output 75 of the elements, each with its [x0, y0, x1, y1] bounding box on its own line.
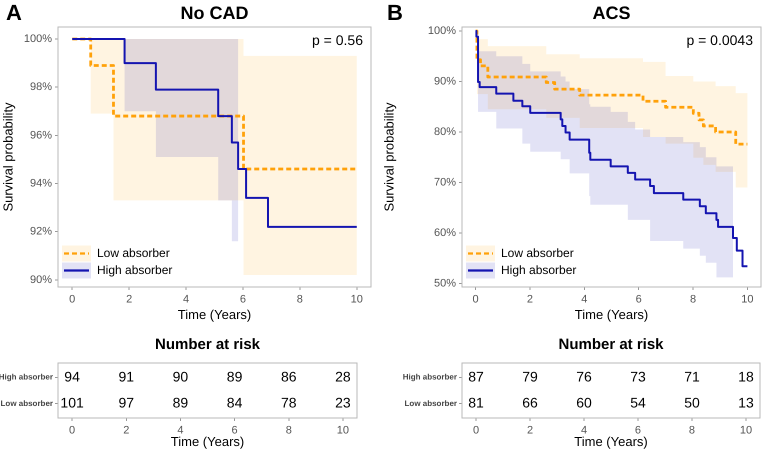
x-tick-label: 2 — [126, 294, 132, 306]
data-label: 90 — [172, 368, 188, 384]
chart-title: ACS — [592, 2, 631, 23]
x-axis-title: Time (Years) — [178, 306, 252, 322]
x-tick-label: 8 — [690, 294, 696, 306]
y-axis-title: Survival probability — [0, 102, 16, 212]
y-tick-label: 60% — [434, 227, 456, 240]
x-tick-label: 10 — [741, 294, 754, 306]
x-tick-label: 8 — [688, 424, 696, 437]
x-tick-label: 4 — [182, 294, 190, 306]
x-tick-label: 2 — [123, 424, 130, 437]
data-label: 79 — [522, 368, 538, 384]
annotation: p = 0.56 — [312, 32, 364, 48]
chart-title: Number at risk — [558, 336, 664, 354]
data-label: 18 — [738, 368, 754, 384]
data-label: 54 — [630, 394, 646, 410]
y-tick-label: 94% — [30, 178, 52, 190]
data-label: 89 — [226, 368, 243, 384]
x-tick-label: 0 — [69, 294, 76, 306]
data-label: 97 — [118, 394, 134, 410]
y-tick-label: Low absorber — [404, 398, 457, 408]
x-tick-label: 8 — [286, 424, 292, 437]
y-tick-label: 100% — [24, 33, 52, 46]
data-label: 13 — [738, 394, 754, 410]
x-tick-label: 8 — [296, 294, 303, 306]
data-label: 87 — [468, 368, 484, 384]
x-tick-label: 2 — [526, 294, 534, 306]
x-tick-label: 0 — [69, 424, 76, 437]
y-tick-label: High absorber — [402, 372, 457, 382]
legend-label: Low absorber — [501, 246, 574, 260]
data-label: 94 — [64, 368, 80, 384]
y-tick-label: 90% — [30, 274, 52, 286]
y-tick-label: 80% — [434, 126, 456, 138]
y-tick-label: 92% — [30, 226, 52, 238]
y-tick-label: 70% — [434, 176, 456, 189]
y-tick-label: 100% — [428, 25, 456, 38]
y-tick-label: 96% — [30, 129, 52, 142]
x-tick-label: 0 — [472, 294, 479, 306]
x-tick-label: 10 — [350, 294, 363, 306]
y-tick-label: 50% — [434, 277, 456, 290]
legend-label: Low absorber — [97, 246, 170, 260]
x-tick-label: 2 — [526, 424, 534, 437]
x-tick-label: 0 — [472, 424, 480, 437]
data-label: 101 — [60, 394, 84, 410]
data-label: 78 — [280, 394, 297, 410]
legend-label: High absorber — [501, 262, 576, 277]
chart-title: Number at risk — [154, 336, 261, 354]
data-label: 91 — [118, 368, 134, 384]
text: B — [387, 0, 403, 26]
annotation: p = 0.0043 — [686, 32, 754, 48]
y-tick-label: 98% — [30, 81, 52, 94]
data-label: 71 — [684, 368, 700, 384]
data-label: 66 — [522, 394, 538, 410]
x-axis-title: Time (Years) — [574, 306, 648, 322]
x-tick-label: 4 — [581, 294, 588, 306]
legend-label: High absorber — [97, 262, 172, 277]
x-tick-label: 10 — [336, 424, 350, 437]
y-tick-label: 90% — [434, 76, 456, 88]
chart-title: No CAD — [180, 2, 248, 23]
data-label: 84 — [226, 394, 243, 410]
data-label: 73 — [630, 368, 646, 384]
data-label: 89 — [172, 394, 188, 410]
data-label: 28 — [335, 368, 351, 384]
data-label: 60 — [576, 394, 592, 410]
x-tick-label: 10 — [740, 424, 752, 437]
text: A — [6, 0, 22, 26]
x-tick-label: 6 — [240, 294, 246, 306]
data-label: 86 — [280, 368, 297, 384]
data-label: 76 — [576, 368, 592, 384]
data-label: 23 — [335, 394, 351, 410]
y-axis-title: Survival probability — [381, 102, 396, 212]
data-label: 50 — [684, 394, 700, 410]
data-label: 81 — [468, 394, 484, 410]
y-tick-label: Low absorber — [0, 398, 53, 408]
x-tick-label: 6 — [636, 294, 642, 306]
